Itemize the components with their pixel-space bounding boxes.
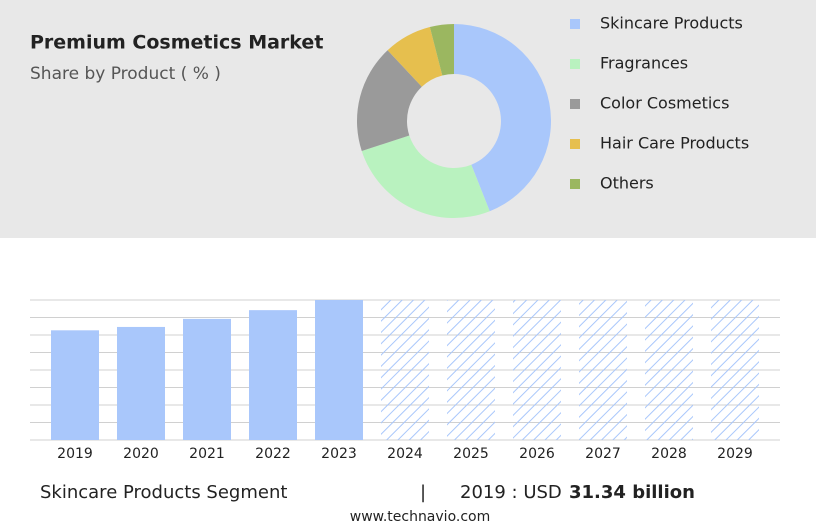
bar-chart: 2019 2020 2021 2022 2023 2024 2025 2026 2027 2028… xyxy=(30,299,780,462)
bar xyxy=(51,330,99,440)
legend-swatch xyxy=(570,59,580,69)
x-tick-label: 2020 xyxy=(123,446,159,462)
x-tick-label: 2025 xyxy=(453,446,489,462)
forecast-bar xyxy=(381,300,429,440)
chart-title: Premium Cosmetics Market xyxy=(30,32,323,54)
legend-label: Hair Care Products xyxy=(600,134,749,153)
legend-swatch xyxy=(570,19,580,29)
donut-slice xyxy=(357,50,422,151)
legend-label: Color Cosmetics xyxy=(600,94,729,113)
year-label: 2019 : USD xyxy=(460,482,562,503)
x-tick-label: 2028 xyxy=(651,446,687,462)
legend-swatch xyxy=(570,139,580,149)
forecast-bar xyxy=(645,300,693,440)
bar xyxy=(183,318,231,440)
legend-swatch xyxy=(570,99,580,109)
x-tick-label: 2026 xyxy=(519,446,555,462)
bar xyxy=(315,300,363,440)
donut-slice xyxy=(429,24,454,76)
forecast-bar xyxy=(513,300,561,440)
x-tick-label: 2021 xyxy=(189,446,225,462)
forecast-bar xyxy=(447,300,495,440)
x-tick-label: 2023 xyxy=(321,446,357,462)
bar xyxy=(117,326,165,440)
bar xyxy=(249,310,297,440)
segment-label: Skincare Products Segment xyxy=(40,482,287,503)
x-tick-label: 2024 xyxy=(387,446,423,462)
chart-subtitle: Share by Product ( % ) xyxy=(30,64,221,84)
legend-label: Others xyxy=(600,174,654,193)
donut-slice xyxy=(361,135,490,218)
x-tick-label: 2019 xyxy=(57,446,93,462)
x-tick-label: 2022 xyxy=(255,446,291,462)
forecast-bar xyxy=(711,300,759,440)
x-tick-label: 2029 xyxy=(717,446,753,462)
legend-label: Fragrances xyxy=(600,54,688,73)
donut-slice xyxy=(454,24,551,212)
donut-slice xyxy=(387,27,443,87)
forecast-bar xyxy=(579,300,627,440)
legend-label: Skincare Products xyxy=(600,14,743,33)
x-tick-label: 2027 xyxy=(585,446,621,462)
separator: | xyxy=(420,482,426,503)
donut-chart: Skincare Products Fragrances Color Cosmeti… xyxy=(357,14,749,218)
legend-swatch xyxy=(570,179,580,189)
source: www.technavio.com xyxy=(350,509,491,525)
highlight-value: 31.34 billion xyxy=(569,482,695,503)
